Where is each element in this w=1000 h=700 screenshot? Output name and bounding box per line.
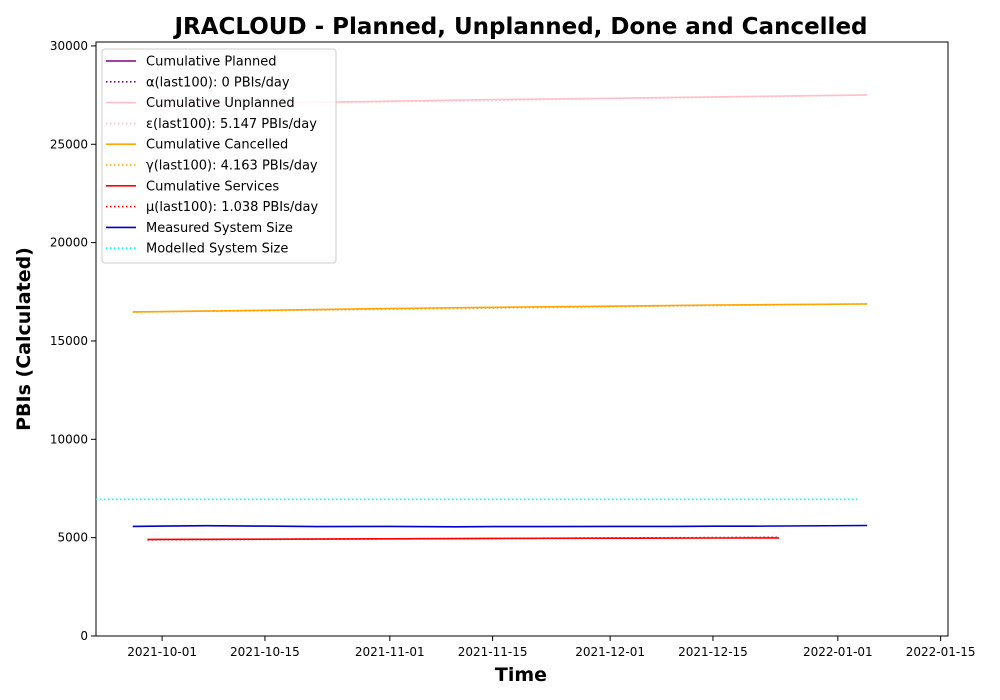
legend: Cumulative Planned α(last100): 0 PBIs/day… — [101, 48, 337, 264]
y-tick-label: 15000 — [50, 334, 88, 348]
y-tick-label: 30000 — [50, 39, 88, 53]
plot-frame — [95, 41, 949, 637]
y-tick-label: 5000 — [57, 531, 88, 545]
x-tick-label: 2021-12-15 — [678, 645, 748, 659]
x-tick-label: 2021-11-01 — [355, 645, 425, 659]
legend-entry: γ(last100): 4.163 PBIs/day — [146, 159, 318, 174]
series-line-8 — [132, 524, 868, 528]
y-tick-label: 10000 — [50, 432, 88, 446]
x-axis-label: Time — [495, 664, 547, 686]
y-tick-label: 0 — [80, 629, 88, 643]
legend-entry: Modelled System Size — [146, 242, 288, 257]
legend-box — [101, 48, 337, 264]
legend-entry: Cumulative Services — [146, 179, 279, 194]
legend-entry: α(last100): 0 PBIs/day — [146, 75, 290, 90]
series-line-5 — [132, 303, 868, 313]
x-tick-label: 2021-10-15 — [230, 645, 300, 659]
x-tick-label: 2021-12-01 — [575, 645, 645, 659]
legend-entry: Measured System Size — [146, 221, 293, 236]
x-axis: 2021-10-01 2021-10-15 2021-11-01 2021-11-15… — [127, 636, 976, 659]
y-tick-label: 25000 — [50, 137, 88, 151]
legend-entry: μ(last100): 1.038 PBIs/day — [146, 200, 318, 215]
legend-entry: Cumulative Planned — [146, 55, 276, 70]
legend-entry: Cumulative Cancelled — [146, 138, 288, 153]
x-tick-label: 2022-01-15 — [906, 645, 976, 659]
legend-entry: Cumulative Unplanned — [146, 96, 295, 111]
legend-entry: ε(last100): 5.147 PBIs/day — [146, 117, 317, 132]
x-tick-label: 2021-11-15 — [458, 645, 528, 659]
x-tick-label: 2022-01-01 — [803, 645, 873, 659]
chart-title: JRACLOUD - Planned, Unplanned, Done and … — [172, 14, 867, 40]
series-line-7 — [147, 536, 780, 541]
y-tick-label: 20000 — [50, 236, 88, 250]
y-axis: 0 5000 10000 15000 20000 25000 30000 — [50, 39, 96, 643]
y-axis-label: PBIs (Calculated) — [13, 247, 35, 431]
x-tick-label: 2021-10-01 — [127, 645, 197, 659]
